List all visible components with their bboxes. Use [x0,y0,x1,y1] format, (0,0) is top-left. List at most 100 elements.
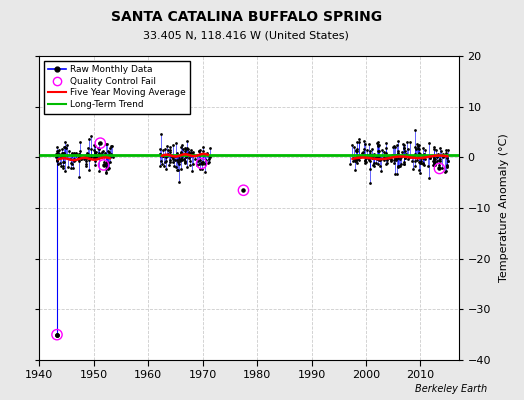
Point [102,166,110,173]
Point [431,162,439,168]
Point [419,160,427,167]
Point [58,146,67,152]
Point [201,168,209,175]
Point [183,151,192,157]
Point [185,161,194,168]
Point [403,139,411,146]
Point [90,154,98,160]
Point [103,158,112,165]
Point [185,149,193,155]
Point [442,147,450,153]
Text: 33.405 N, 118.416 W (United States): 33.405 N, 118.416 W (United States) [144,30,349,40]
Point [191,156,200,162]
Point [52,158,61,164]
Point [406,138,414,145]
Point [165,162,173,168]
Point [183,164,191,170]
Point [96,140,104,146]
Point [396,156,405,162]
Point [373,140,381,146]
Point [380,154,388,160]
Point [165,147,173,154]
Point [173,159,182,165]
Point [365,152,374,159]
Point [391,156,400,163]
Point [419,155,428,161]
Point [429,152,437,159]
Point [382,161,390,167]
Point [156,163,165,169]
Point [169,153,177,160]
Point [175,161,183,167]
Point [177,148,185,155]
Point [411,144,420,150]
Point [96,140,104,146]
Point [419,160,427,166]
Point [174,166,182,173]
Point [170,153,179,159]
Point [194,148,203,154]
Point [176,158,184,164]
Point [375,148,383,154]
Point [397,161,406,167]
Point [352,156,361,162]
Point [394,164,402,171]
Point [75,150,83,157]
Point [201,160,209,167]
Point [366,158,375,164]
Point [168,154,176,160]
Point [239,187,248,194]
Point [404,146,412,152]
Point [374,161,382,167]
Point [53,156,61,163]
Point [72,152,80,158]
Point [166,159,174,165]
Point [94,145,103,152]
Point [395,162,403,169]
Point [363,147,371,154]
Point [435,144,444,151]
Point [394,155,402,161]
Point [172,140,180,147]
Point [390,154,399,161]
Point [166,144,174,151]
Point [67,164,75,171]
Point [400,159,409,165]
Point [442,168,451,174]
Point [372,154,380,160]
Point [96,150,105,157]
Point [75,151,83,158]
Point [161,158,170,164]
Point [363,152,372,158]
Point [388,152,396,158]
Point [418,152,427,158]
Point [376,157,385,164]
Point [65,148,73,154]
Point [239,187,248,194]
Point [193,152,201,158]
Point [400,145,408,151]
Point [103,166,112,173]
Point [101,150,109,156]
Point [94,146,103,152]
Point [59,150,67,156]
Point [74,156,83,162]
Point [429,156,438,162]
Point [180,155,188,162]
Point [80,155,88,162]
Point [386,156,395,162]
Point [61,144,69,150]
Point [400,142,408,148]
Point [420,151,429,157]
Point [202,157,211,164]
Point [91,150,100,156]
Point [361,152,369,158]
Point [87,133,95,139]
Point [84,151,93,158]
Point [391,171,400,178]
Point [53,332,61,338]
Point [159,153,168,159]
Point [374,139,383,145]
Point [87,152,95,158]
Point [444,158,452,164]
